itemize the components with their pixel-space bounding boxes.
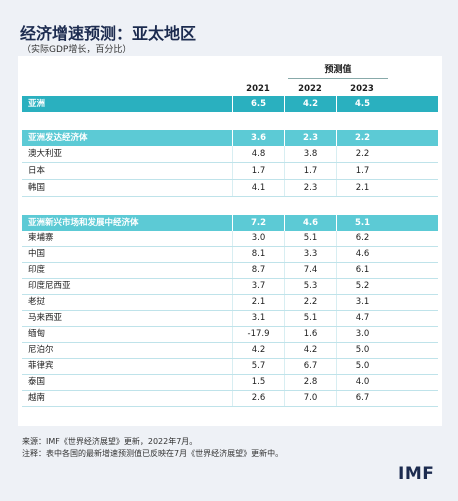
country-row: 韩国 4.1 2.3 2.1	[22, 180, 438, 197]
value-cell: 3.6	[232, 130, 284, 146]
value-cell: 4.2	[284, 343, 336, 358]
value-cell: 4.2	[232, 343, 284, 358]
value-cell: 5.0	[336, 343, 388, 358]
value-cell: 1.6	[284, 327, 336, 342]
country-row: 马来西亚 3.1 5.1 4.7	[22, 311, 438, 327]
value-cell: 2.3	[284, 180, 336, 196]
projection-label: 预测值	[288, 62, 388, 79]
source: 来源：IMF《世界经济展望》更新，2022年7月。	[22, 437, 198, 446]
section-row: 亚洲 6.5 4.2 4.5	[22, 96, 438, 112]
country-row: 柬埔寨 3.0 5.1 6.2	[22, 231, 438, 247]
section-name: 亚洲	[28, 99, 46, 109]
value-cell: 5.1	[284, 311, 336, 326]
value-cell: 5.1	[284, 231, 336, 246]
value-cell: 3.3	[284, 247, 336, 262]
value-cell: 8.1	[232, 247, 284, 262]
value-cell: 2.2	[336, 146, 388, 162]
value-cell: 3.8	[284, 146, 336, 162]
value-cell: 2.6	[232, 391, 284, 406]
value-cell: 1.7	[232, 163, 284, 179]
value-cell: 1.7	[284, 163, 336, 179]
value-cell: 1.5	[232, 375, 284, 390]
value-cell: 1.7	[336, 163, 388, 179]
value-cell: 5.2	[336, 279, 388, 294]
country-row: 泰国 1.5 2.8 4.0	[22, 375, 438, 391]
value-cell: 2.1	[232, 295, 284, 310]
value-cell: 3.1	[336, 295, 388, 310]
country-name: 泰国	[28, 377, 46, 387]
country-name: 韩国	[28, 183, 46, 193]
table-panel	[18, 56, 442, 426]
value-cell: 4.7	[336, 311, 388, 326]
country-row: 尼泊尔 4.2 4.2 5.0	[22, 343, 438, 359]
country-name: 印度尼西亚	[28, 281, 71, 291]
country-row: 印度 8.7 7.4 6.1	[22, 263, 438, 279]
value-cell: 5.3	[284, 279, 336, 294]
value-cell: 4.1	[232, 180, 284, 196]
year-header: 2021	[246, 84, 270, 94]
value-cell: 4.2	[284, 96, 336, 112]
country-row: 缅甸 -17.9 1.6 3.0	[22, 327, 438, 343]
value-cell: 4.5	[336, 96, 388, 112]
value-cell: 8.7	[232, 263, 284, 278]
value-cell: 3.7	[232, 279, 284, 294]
value-cell: 6.7	[336, 391, 388, 406]
value-cell: 7.2	[232, 215, 284, 231]
country-name: 尼泊尔	[28, 345, 54, 355]
country-name: 日本	[28, 166, 46, 176]
value-cell: 7.4	[284, 263, 336, 278]
year-header: 2022	[298, 84, 322, 94]
value-cell: 4.6	[336, 247, 388, 262]
section-row: 亚洲发达经济体 3.6 2.3 2.2	[22, 130, 438, 146]
country-row: 印度尼西亚 3.7 5.3 5.2	[22, 279, 438, 295]
value-cell: 2.1	[336, 180, 388, 196]
value-cell: 2.2	[284, 295, 336, 310]
value-cell: 2.8	[284, 375, 336, 390]
value-cell: 3.0	[336, 327, 388, 342]
country-row: 越南 2.6 7.0 6.7	[22, 391, 438, 407]
country-row: 老挝 2.1 2.2 3.1	[22, 295, 438, 311]
title: 经济增速预测：亚太地区	[20, 24, 197, 43]
subtitle: （实际GDP增长，百分比）	[22, 45, 132, 55]
country-name: 印度	[28, 265, 46, 275]
value-cell: 5.0	[336, 359, 388, 374]
value-cell: 4.6	[284, 215, 336, 231]
section-name: 亚洲新兴市场和发展中经济体	[28, 218, 139, 228]
country-name: 老挝	[28, 297, 46, 307]
country-name: 马来西亚	[28, 313, 63, 323]
country-name: 菲律宾	[28, 361, 54, 371]
note: 注释：表中各国的最新增速预测值已反映在7月《世界经济展望》更新中。	[22, 449, 284, 458]
value-cell: 5.7	[232, 359, 284, 374]
country-row: 澳大利亚 4.8 3.8 2.2	[22, 146, 438, 163]
section-row: 亚洲新兴市场和发展中经济体 7.2 4.6 5.1	[22, 215, 438, 231]
value-cell: 7.0	[284, 391, 336, 406]
value-cell: 6.1	[336, 263, 388, 278]
logo: IMF	[398, 464, 435, 484]
year-header: 2023	[350, 84, 374, 94]
value-cell: 3.1	[232, 311, 284, 326]
country-name: 柬埔寨	[28, 233, 54, 243]
country-name: 中国	[28, 249, 46, 259]
value-cell: 3.0	[232, 231, 284, 246]
value-cell: 5.1	[336, 215, 388, 231]
country-name: 澳大利亚	[28, 149, 63, 159]
country-name: 越南	[28, 393, 46, 403]
value-cell: 6.5	[232, 96, 284, 112]
country-name: 缅甸	[28, 329, 46, 339]
value-cell: 6.7	[284, 359, 336, 374]
country-row: 中国 8.1 3.3 4.6	[22, 247, 438, 263]
section-name: 亚洲发达经济体	[28, 133, 88, 143]
value-cell: 2.3	[284, 130, 336, 146]
value-cell: 4.0	[336, 375, 388, 390]
country-row: 日本 1.7 1.7 1.7	[22, 163, 438, 180]
value-cell: 4.8	[232, 146, 284, 162]
value-cell: 6.2	[336, 231, 388, 246]
value-cell: 2.2	[336, 130, 388, 146]
value-cell: -17.9	[232, 327, 284, 342]
country-row: 菲律宾 5.7 6.7 5.0	[22, 359, 438, 375]
